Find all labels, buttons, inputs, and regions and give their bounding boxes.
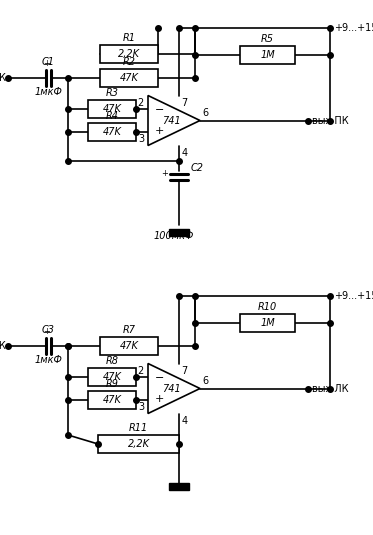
Text: +9...+15В: +9...+15В: [334, 291, 373, 301]
Text: R7: R7: [122, 325, 135, 335]
Text: +: +: [162, 170, 168, 179]
Bar: [88, 391, 136, 409]
Text: R10: R10: [258, 302, 277, 312]
Text: 1мкФ: 1мкФ: [34, 87, 62, 97]
Text: 7: 7: [181, 97, 188, 108]
Text: 6: 6: [202, 109, 208, 118]
Text: C1: C1: [41, 57, 54, 67]
Text: C2: C2: [190, 163, 203, 173]
Text: 47K: 47K: [103, 372, 122, 382]
Text: −: −: [155, 105, 164, 116]
Text: 2: 2: [138, 98, 144, 108]
Text: 100мкФ: 100мкФ: [154, 231, 194, 241]
Bar: [100, 337, 158, 355]
Text: 741: 741: [162, 384, 181, 394]
Text: 4: 4: [181, 148, 187, 157]
Text: 3: 3: [138, 134, 144, 144]
Text: 47K: 47K: [103, 127, 122, 137]
Text: 2,2K: 2,2K: [128, 439, 150, 449]
Text: R4: R4: [106, 111, 119, 121]
Text: R1: R1: [122, 33, 135, 43]
Polygon shape: [148, 96, 200, 146]
Text: +9...+15В: +9...+15В: [334, 23, 373, 33]
Text: 1мкФ: 1мкФ: [34, 355, 62, 365]
Bar: [88, 100, 136, 118]
Text: R5: R5: [261, 34, 274, 44]
Text: +: +: [155, 394, 164, 403]
Bar: [100, 69, 158, 87]
Bar: [169, 229, 189, 236]
Text: вх ЛК: вх ЛК: [0, 341, 6, 351]
Bar: [88, 123, 136, 141]
Bar: [240, 46, 295, 64]
Text: R9: R9: [106, 379, 119, 389]
Text: 3: 3: [138, 402, 144, 412]
Text: 2: 2: [138, 366, 144, 376]
Bar: [98, 435, 179, 453]
Bar: [240, 314, 295, 332]
Text: вых ПК: вых ПК: [312, 116, 349, 126]
Text: R2: R2: [122, 57, 135, 67]
Text: 2,2K: 2,2K: [118, 49, 140, 59]
Text: 7: 7: [181, 365, 188, 376]
Text: R3: R3: [106, 88, 119, 98]
Polygon shape: [148, 363, 200, 414]
Text: вых ЛК: вых ЛК: [312, 384, 348, 394]
Text: +: +: [44, 327, 50, 336]
Text: +: +: [44, 59, 50, 68]
Text: 1M: 1M: [260, 318, 275, 328]
Text: 4: 4: [181, 416, 187, 425]
Text: R8: R8: [106, 356, 119, 366]
Bar: [88, 368, 136, 386]
Text: 47K: 47K: [120, 73, 138, 83]
Text: 741: 741: [162, 116, 181, 126]
Text: R11: R11: [129, 423, 148, 433]
Text: 47K: 47K: [120, 341, 138, 351]
Text: −: −: [155, 373, 164, 384]
Text: C3: C3: [41, 325, 54, 335]
Bar: [100, 45, 158, 63]
Text: 6: 6: [202, 377, 208, 386]
Text: 47K: 47K: [103, 104, 122, 114]
Bar: [169, 483, 189, 490]
Text: 1M: 1M: [260, 50, 275, 60]
Text: вх ПК: вх ПК: [0, 73, 6, 83]
Text: 47K: 47K: [103, 395, 122, 405]
Text: +: +: [155, 126, 164, 135]
